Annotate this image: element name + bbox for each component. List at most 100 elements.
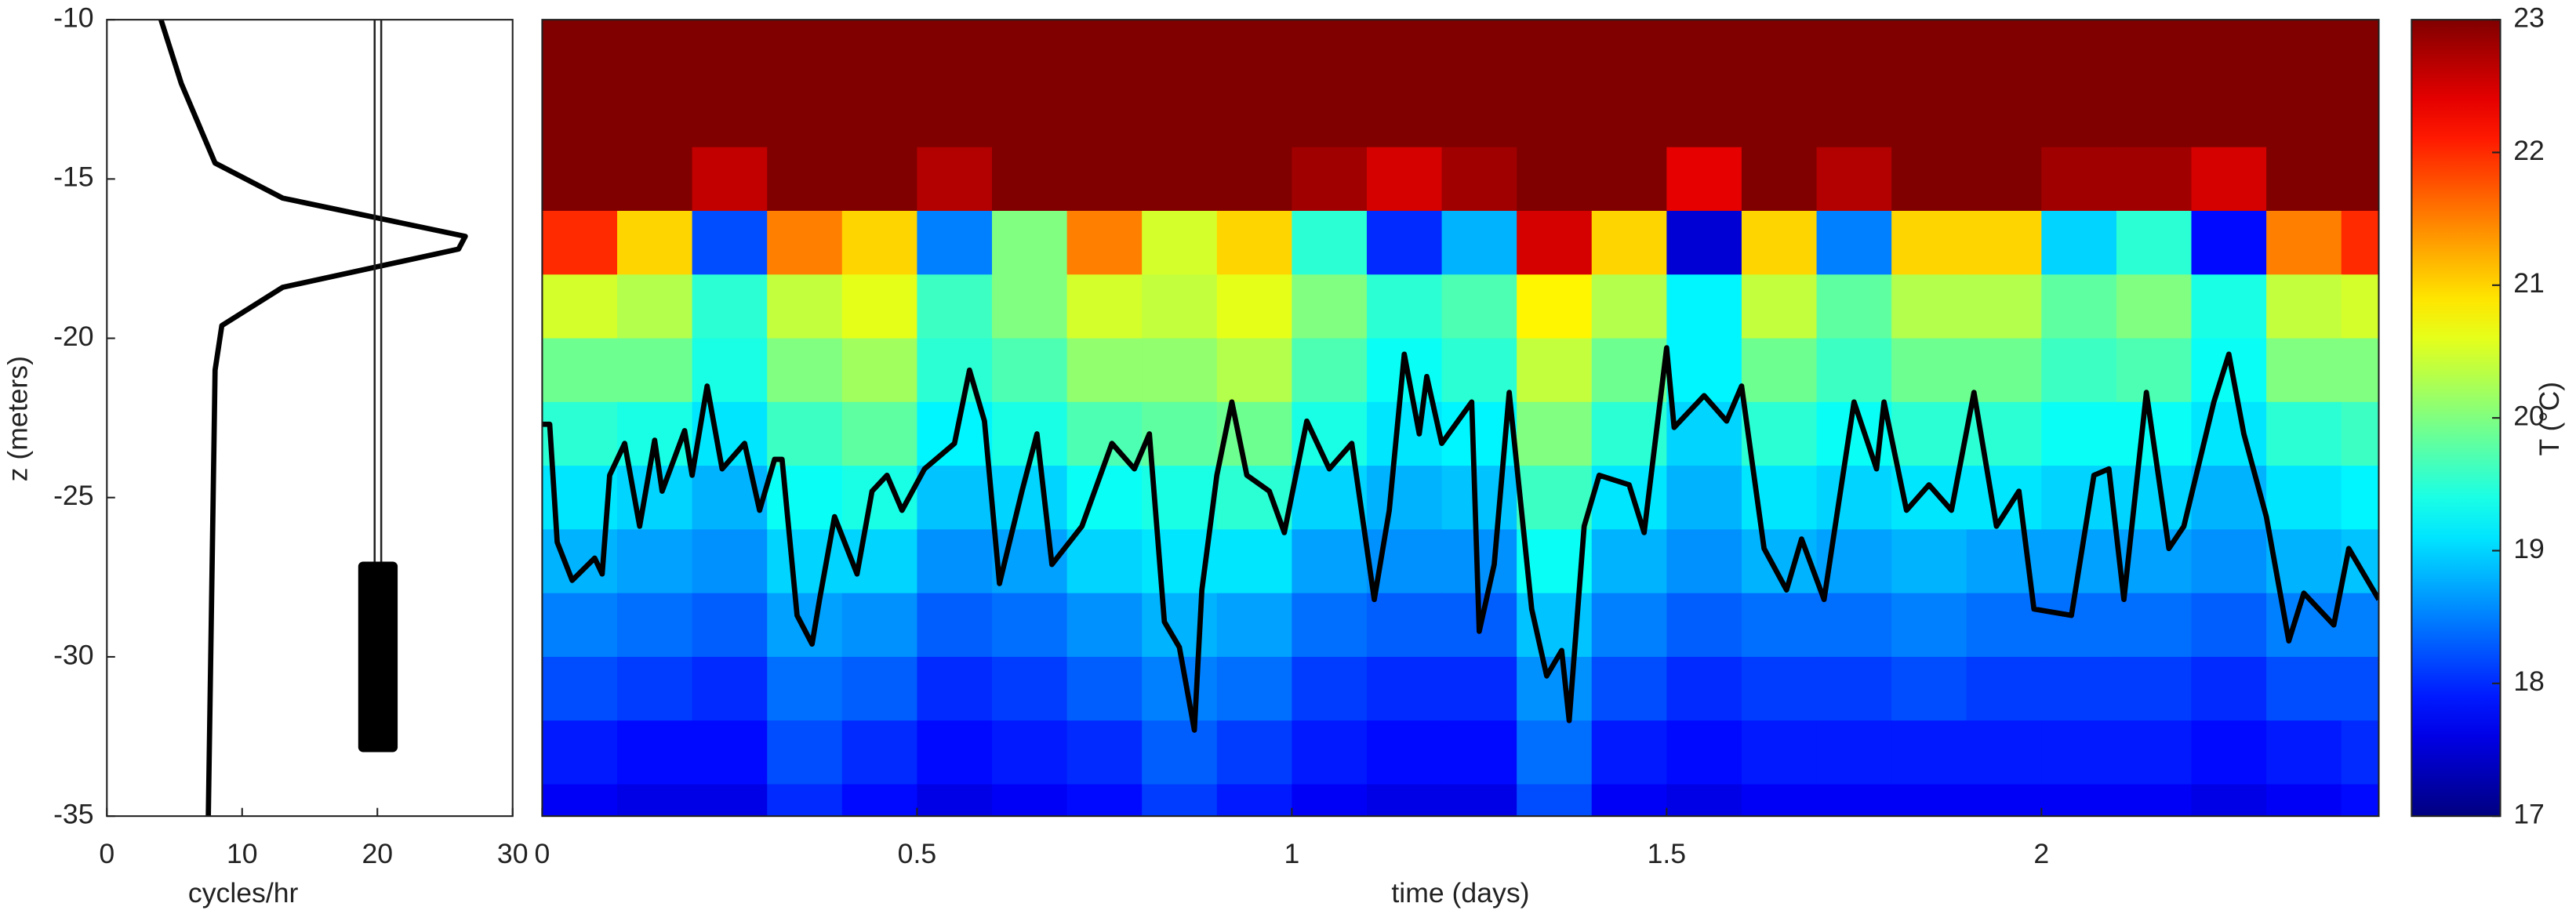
- heatmap-cell: [1517, 147, 1593, 212]
- heatmap-cell: [2191, 20, 2268, 85]
- axes-frame: [541, 19, 2380, 818]
- heatmap-cell: [1292, 147, 1368, 212]
- heatmap-cell: [692, 593, 768, 658]
- heatmap-cell: [2041, 784, 2118, 817]
- x-axis-label: time (days): [1391, 877, 1529, 909]
- heatmap-cell: [1066, 338, 1143, 404]
- heatmap-cell: [1666, 593, 1743, 658]
- heatmap-cell: [1891, 720, 1967, 785]
- heatmap-cell: [1517, 466, 1593, 531]
- heatmap-cell: [2191, 720, 2268, 785]
- heatmap-cell: [2341, 274, 2379, 339]
- heatmap-cell: [1366, 656, 1443, 722]
- heatmap-cell: [767, 338, 844, 404]
- heatmap-cell: [1741, 20, 1818, 85]
- heatmap-cell: [2266, 210, 2342, 276]
- heatmap-cell: [692, 83, 768, 148]
- heatmap-cell: [542, 338, 619, 404]
- heatmap-cell: [1816, 338, 1893, 404]
- heatmap-cell: [1441, 274, 1518, 339]
- heatmap-cell: [2341, 784, 2379, 817]
- y-axis-label: z (meters): [2, 356, 34, 481]
- heatmap-cell: [1741, 147, 1818, 212]
- heatmap-cell: [2191, 210, 2268, 276]
- heatmap-cell: [767, 210, 844, 276]
- heatmap-cell: [1366, 274, 1443, 339]
- x-tick-label: 0.5: [898, 838, 937, 869]
- heatmap-cell: [1142, 720, 1219, 785]
- heatmap-cell: [841, 83, 918, 148]
- heatmap-cell: [1591, 210, 1668, 276]
- heatmap-cell: [1891, 274, 1967, 339]
- heatmap-cell: [617, 338, 693, 404]
- heatmap-cell: [1891, 656, 1967, 722]
- heatmap-cell: [1066, 83, 1143, 148]
- heatmap-cell: [692, 210, 768, 276]
- heatmap-cell: [917, 720, 994, 785]
- heatmap-cell: [2116, 784, 2193, 817]
- heatmap-cell: [1816, 83, 1893, 148]
- heatmap-cell: [841, 593, 918, 658]
- heatmap-cell: [1741, 720, 1818, 785]
- heatmap-cell: [917, 466, 994, 531]
- heatmap-cell: [991, 147, 1068, 212]
- mooring: [358, 20, 398, 753]
- heatmap-cell: [2341, 210, 2379, 276]
- heatmap-cell: [1666, 147, 1743, 212]
- heatmap-cell: [2341, 466, 2379, 531]
- x-tick-label: 1: [1284, 838, 1299, 869]
- heatmap-cell: [1666, 338, 1743, 404]
- heatmap-cell: [1591, 593, 1668, 658]
- heatmap-cell: [1366, 401, 1443, 467]
- heatmap-cell: [1966, 210, 2043, 276]
- heatmap-cell: [917, 529, 994, 594]
- instrument: [358, 561, 398, 753]
- heatmap-cell: [1816, 656, 1893, 722]
- heatmap-cell: [2041, 720, 2118, 785]
- heatmap-cell: [2341, 147, 2379, 212]
- heatmap-cell: [1816, 466, 1893, 531]
- heatmap-cell: [2116, 720, 2193, 785]
- heatmap-cell: [767, 720, 844, 785]
- heatmap-cell: [917, 83, 994, 148]
- heatmap-cell: [542, 20, 619, 85]
- heatmap-cell: [991, 784, 1068, 817]
- heatmap-cell: [2116, 338, 2193, 404]
- heatmap-cell: [1216, 593, 1293, 658]
- heatmap-cell: [1966, 83, 2043, 148]
- heatmap-cell: [2266, 656, 2342, 722]
- heatmap-cell: [1966, 338, 2043, 404]
- heatmap-cell: [1966, 720, 2043, 785]
- heatmap-cell: [2341, 593, 2379, 658]
- heatmap-cell: [1216, 210, 1293, 276]
- heatmap-cell: [1966, 784, 2043, 817]
- heatmap-cell: [2041, 83, 2118, 148]
- heatmap-cell: [1066, 529, 1143, 594]
- heatmap-cell: [1142, 83, 1219, 148]
- heatmap-cell: [692, 656, 768, 722]
- heatmap-cell: [1591, 20, 1668, 85]
- heatmap-cell: [1891, 210, 1967, 276]
- heatmap-cell: [1741, 210, 1818, 276]
- heatmap-cell: [1292, 210, 1368, 276]
- heatmap-cell: [1292, 274, 1368, 339]
- heatmap-cell: [1441, 147, 1518, 212]
- isotherm-line: [542, 345, 2379, 733]
- heatmap-cell: [1666, 466, 1743, 531]
- heatmap-cell: [542, 147, 619, 212]
- colorbar-label: T (°C): [2534, 382, 2565, 456]
- heatmap-cell: [617, 210, 693, 276]
- heatmap-cell: [1517, 210, 1593, 276]
- heatmap-cell: [1666, 20, 1743, 85]
- heatmap-cell: [991, 83, 1068, 148]
- heatmap-cell: [542, 656, 619, 722]
- heatmap-cell: [1891, 529, 1967, 594]
- heatmap-cell: [1591, 529, 1668, 594]
- heatmap-cell: [617, 656, 693, 722]
- heatmap-cell: [542, 593, 619, 658]
- heatmap-cell: [1441, 720, 1518, 785]
- heatmap-cell: [1441, 20, 1518, 85]
- heatmap-cell: [1066, 210, 1143, 276]
- heatmap-cell: [2341, 83, 2379, 148]
